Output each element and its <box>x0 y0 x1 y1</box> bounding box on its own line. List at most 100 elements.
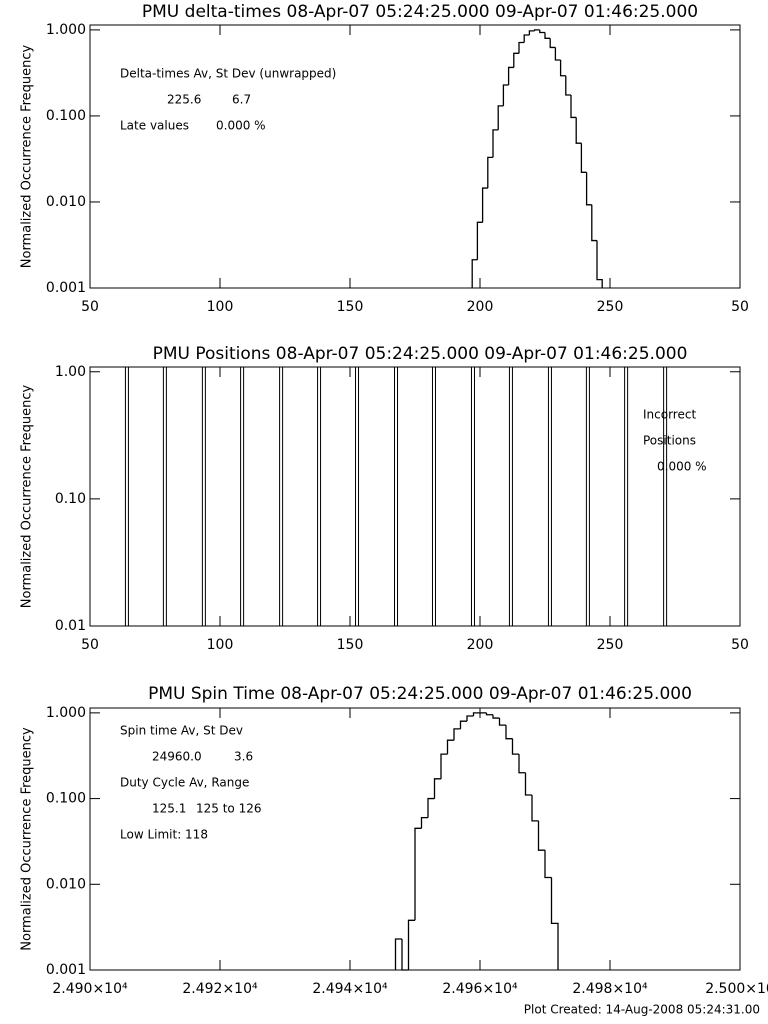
spike <box>470 366 475 627</box>
y-axis-label: Normalized Occurrence Frequency <box>20 727 35 951</box>
y-tick-label: 1.00 <box>55 364 86 380</box>
histogram-step <box>492 714 500 719</box>
histogram-step <box>453 728 461 741</box>
annotation: 125 to 126 <box>196 802 261 816</box>
histogram-step <box>580 143 587 173</box>
histogram-step <box>466 715 474 722</box>
histogram-step <box>481 187 488 223</box>
histogram-step <box>476 221 483 260</box>
y-tick-label: 0.010 <box>46 194 86 210</box>
annotation: 6.7 <box>232 93 251 107</box>
spike <box>508 366 513 627</box>
spike <box>162 366 167 627</box>
x-tick-label: 100 <box>207 299 234 315</box>
y-tick-label: 0.010 <box>46 876 86 892</box>
histogram-step <box>427 797 435 818</box>
chart-title: PMU Spin Time 08-Apr-07 05:24:25.000 09-… <box>148 684 692 704</box>
histogram-step <box>544 32 551 39</box>
histogram-step <box>554 47 561 61</box>
annotation: Delta-times Av, St Dev (unwrapped) <box>120 67 336 81</box>
y-tick-label: 0.001 <box>46 280 86 296</box>
x-tick-label: 2.494×10⁴ <box>312 981 388 997</box>
annotation: Incorrect <box>643 408 696 422</box>
histogram-step <box>507 66 514 85</box>
y-tick-label: 1.000 <box>46 22 86 38</box>
histogram-step <box>459 720 467 729</box>
spike <box>240 366 245 627</box>
histogram-step <box>502 84 509 106</box>
spike <box>355 366 360 627</box>
histogram-step <box>575 117 582 144</box>
histogram-step <box>549 38 556 49</box>
histogram-step <box>394 938 402 970</box>
x-tick-label: 2.490×10⁴ <box>52 981 128 997</box>
annotation: Late values <box>120 119 189 133</box>
x-tick-label: 50 <box>731 637 749 653</box>
spike <box>201 366 206 627</box>
histogram-step <box>472 712 480 716</box>
plot-frame <box>89 707 741 971</box>
histogram-step <box>511 738 519 755</box>
plot-frame <box>89 24 741 289</box>
x-tick-label: 100 <box>207 637 234 653</box>
histogram-step <box>471 259 478 288</box>
x-tick-label: 250 <box>597 637 624 653</box>
histogram-step <box>533 29 540 31</box>
chart-title: PMU Positions 08-Apr-07 05:24:25.000 09-… <box>153 344 688 364</box>
histogram-step <box>505 725 513 740</box>
annotation: Low Limit: 118 <box>120 828 208 842</box>
x-tick-label: 2.498×10⁴ <box>572 981 648 997</box>
histogram-step <box>537 820 545 851</box>
x-tick-label: 50 <box>81 637 99 653</box>
histogram-step <box>497 105 504 130</box>
histogram-step <box>544 850 552 879</box>
histogram-step <box>513 52 519 68</box>
histogram-step <box>570 95 577 119</box>
annotation: Positions <box>643 434 696 448</box>
x-tick-label: 200 <box>467 637 494 653</box>
chart-title: PMU delta-times 08-Apr-07 05:24:25.000 0… <box>142 2 698 22</box>
spike <box>585 366 590 627</box>
histogram-step <box>401 938 409 971</box>
histogram-step <box>550 877 559 970</box>
spike <box>624 366 629 627</box>
histogram-step <box>518 41 525 54</box>
annotation: 0.000 % <box>657 460 707 474</box>
histogram-step <box>420 816 428 829</box>
x-tick-label: 150 <box>337 299 364 315</box>
histogram-step <box>585 172 592 206</box>
histogram-step <box>565 75 571 96</box>
histogram-step <box>596 240 603 288</box>
spike <box>431 366 436 627</box>
spike <box>663 366 668 627</box>
x-tick-label: 2.492×10⁴ <box>182 981 258 997</box>
annotation: 24960.0 <box>152 750 202 764</box>
y-tick-label: 1.000 <box>46 705 86 721</box>
histogram-step <box>518 754 526 774</box>
x-tick-label: 2.496×10⁴ <box>442 981 518 997</box>
annotation: Spin time Av, St Dev <box>120 724 243 738</box>
histogram-step <box>487 156 493 189</box>
histogram-step <box>539 29 545 34</box>
histogram-step <box>414 827 422 921</box>
histogram-step <box>528 30 535 36</box>
x-tick-label: 50 <box>731 299 749 315</box>
x-tick-label: 2.500×10 <box>705 981 768 997</box>
annotation: 0.000 % <box>216 119 266 133</box>
y-axis-label: Normalized Occurrence Frequency <box>20 384 35 608</box>
y-axis-label: Normalized Occurrence Frequency <box>20 44 35 268</box>
spike <box>547 366 552 627</box>
spike <box>317 366 322 627</box>
annotation: 3.6 <box>234 750 253 764</box>
histogram-step <box>591 204 597 242</box>
histogram-step <box>524 772 532 796</box>
x-tick-label: 200 <box>467 299 494 315</box>
spike <box>279 366 284 627</box>
footer: Plot Created: 14-Aug-2008 05:24:31.00 <box>524 1003 760 1017</box>
histogram-step <box>492 129 499 158</box>
y-tick-label: 0.01 <box>55 618 86 634</box>
x-tick-label: 250 <box>597 299 624 315</box>
y-tick-label: 0.001 <box>46 962 86 978</box>
